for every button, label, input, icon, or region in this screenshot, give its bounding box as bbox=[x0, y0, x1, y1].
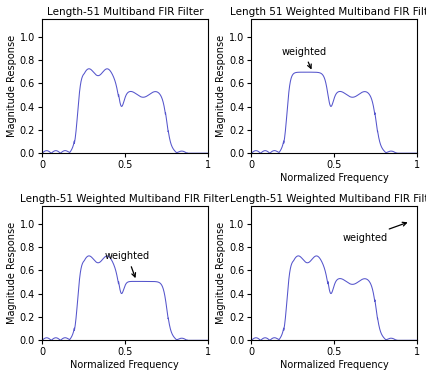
Text: weighted: weighted bbox=[342, 222, 406, 243]
Y-axis label: Magnitude Response: Magnitude Response bbox=[216, 222, 226, 324]
X-axis label: Normalized Frequency: Normalized Frequency bbox=[279, 360, 388, 370]
Y-axis label: Magnitude Response: Magnitude Response bbox=[7, 35, 17, 137]
Title: Length-51 Multiband FIR Filter: Length-51 Multiband FIR Filter bbox=[46, 7, 203, 17]
X-axis label: Normalized Frequency: Normalized Frequency bbox=[70, 360, 179, 370]
Text: weighted: weighted bbox=[281, 47, 325, 68]
X-axis label: Normalized Frequency: Normalized Frequency bbox=[279, 173, 388, 183]
Title: Length 51 Weighted Multiband FIR Filter: Length 51 Weighted Multiband FIR Filter bbox=[229, 7, 426, 17]
Y-axis label: Magnitude Response: Magnitude Response bbox=[7, 222, 17, 324]
Y-axis label: Magnitude Response: Magnitude Response bbox=[216, 35, 226, 137]
Title: Length-51 Weighted Multiband FIR Filter: Length-51 Weighted Multiband FIR Filter bbox=[20, 194, 229, 204]
Text: weighted: weighted bbox=[105, 251, 150, 277]
Title: Length-51 Weighted Multiband FIR Filter: Length-51 Weighted Multiband FIR Filter bbox=[229, 194, 426, 204]
